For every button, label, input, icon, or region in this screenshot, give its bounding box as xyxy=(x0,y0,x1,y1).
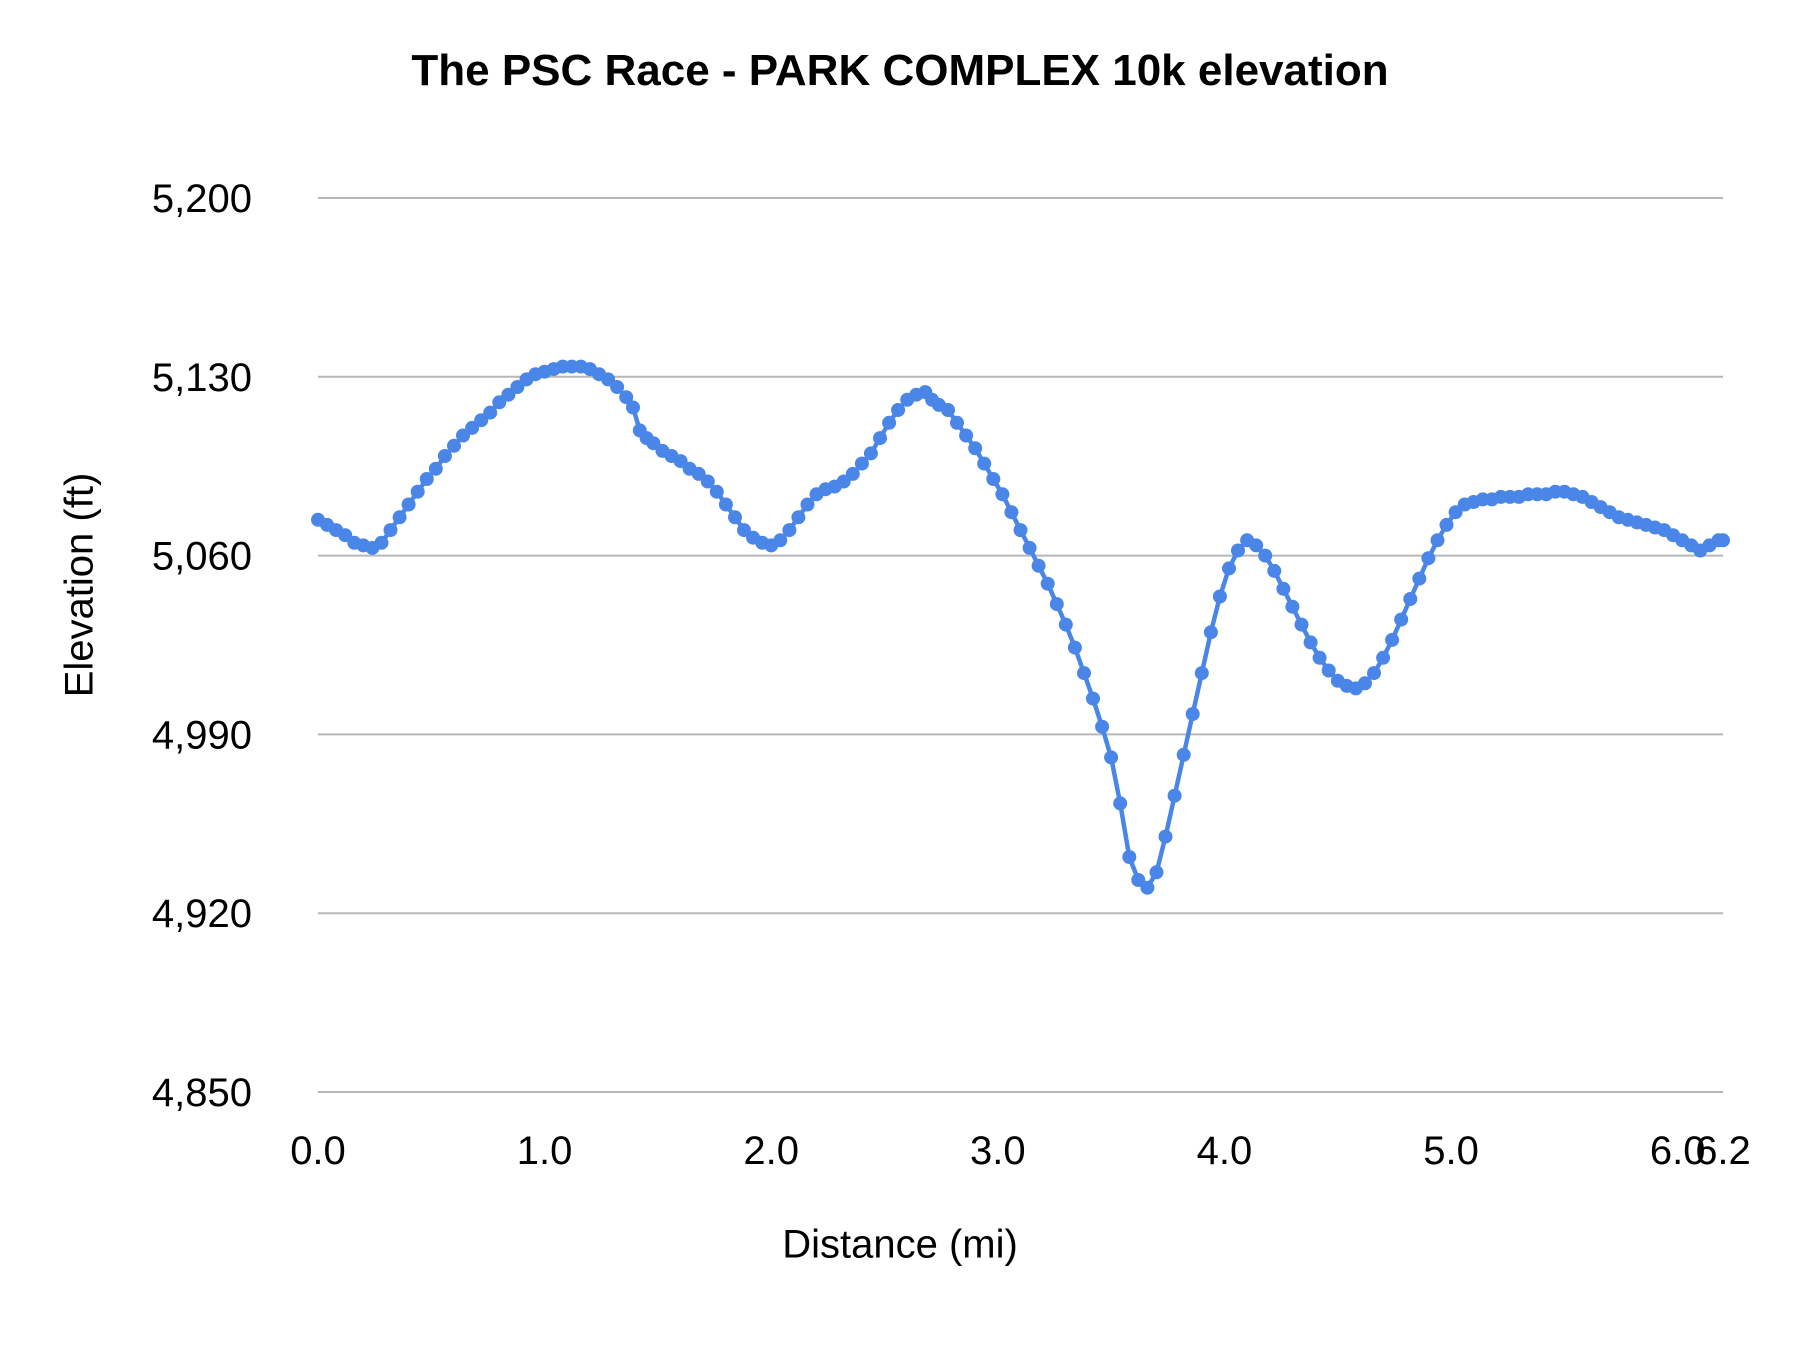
y-tick-label: 4,990 xyxy=(152,713,252,757)
chart-title: The PSC Race - PARK COMPLEX 10k elevatio… xyxy=(411,46,1389,95)
data-point xyxy=(1367,666,1381,681)
data-point xyxy=(1212,589,1227,604)
data-point xyxy=(1203,625,1218,640)
data-point xyxy=(374,535,389,550)
data-point xyxy=(773,533,788,548)
data-point xyxy=(1176,747,1191,762)
data-point xyxy=(1158,829,1173,844)
data-point xyxy=(1004,505,1019,520)
data-point xyxy=(995,487,1010,502)
data-point xyxy=(950,415,964,430)
data-point xyxy=(800,497,815,512)
elevation-line xyxy=(315,364,1726,890)
data-point xyxy=(1439,517,1454,532)
data-point xyxy=(1086,691,1100,706)
data-point xyxy=(1231,543,1245,558)
data-point xyxy=(1022,540,1037,555)
data-point xyxy=(700,474,715,489)
data-point xyxy=(1222,561,1236,576)
data-point xyxy=(383,523,398,538)
data-point xyxy=(410,484,425,499)
data-point xyxy=(419,472,434,486)
data-point xyxy=(1058,617,1073,632)
data-point xyxy=(1394,612,1409,627)
y-tick-label: 5,060 xyxy=(152,535,252,579)
data-point xyxy=(1358,676,1372,691)
data-point xyxy=(437,449,452,463)
data-point xyxy=(1104,750,1119,765)
data-point xyxy=(1716,533,1730,548)
data-point xyxy=(791,510,806,525)
x-tick-label: 3.0 xyxy=(970,1129,1026,1173)
data-point xyxy=(959,428,974,443)
data-point xyxy=(428,461,443,476)
data-point xyxy=(1122,850,1137,864)
data-point xyxy=(782,523,797,538)
data-point xyxy=(1140,880,1155,895)
data-point xyxy=(1149,865,1164,880)
y-tick-label: 4,920 xyxy=(152,892,252,936)
x-axis-title: Distance (mi) xyxy=(782,1222,1018,1267)
data-point xyxy=(1113,796,1128,811)
data-point xyxy=(1095,719,1110,734)
y-tick-label: 4,850 xyxy=(152,1071,252,1115)
data-point xyxy=(873,431,887,446)
data-point xyxy=(1421,551,1436,566)
data-point xyxy=(1077,666,1091,681)
data-point xyxy=(610,380,625,394)
data-point xyxy=(392,510,407,525)
data-point xyxy=(986,472,1001,486)
y-tick-label: 5,130 xyxy=(152,356,252,400)
data-point xyxy=(1049,597,1064,612)
data-point xyxy=(854,456,869,471)
data-point xyxy=(977,456,992,471)
data-point xyxy=(401,497,416,512)
data-point xyxy=(863,446,878,461)
data-point xyxy=(1276,581,1291,596)
data-point xyxy=(891,403,906,417)
data-point xyxy=(626,400,640,415)
data-point xyxy=(1303,635,1318,650)
data-point xyxy=(1267,563,1282,578)
data-point xyxy=(1031,558,1046,573)
data-point xyxy=(483,405,498,420)
data-point xyxy=(1194,666,1209,681)
data-point xyxy=(968,441,983,456)
data-point xyxy=(1185,707,1200,721)
x-tick-label: 6.0 xyxy=(1650,1129,1706,1173)
data-point xyxy=(941,403,955,417)
data-point xyxy=(1312,650,1327,665)
data-point xyxy=(1376,650,1391,665)
data-point xyxy=(728,510,742,525)
data-point xyxy=(1430,533,1445,548)
data-point xyxy=(709,484,724,499)
data-point xyxy=(1013,523,1028,538)
data-point xyxy=(1294,617,1309,632)
x-tick-label: 1.0 xyxy=(517,1129,573,1173)
x-tick-label: 0.0 xyxy=(290,1129,346,1173)
data-point xyxy=(1067,640,1082,655)
x-tick-label: 4.0 xyxy=(1197,1129,1253,1173)
y-tick-label: 5,200 xyxy=(152,177,252,221)
data-point xyxy=(845,466,860,481)
data-point xyxy=(1412,571,1427,586)
data-point xyxy=(1258,548,1273,563)
data-point xyxy=(1403,592,1418,606)
x-tick-label: 5.0 xyxy=(1423,1129,1479,1173)
data-point xyxy=(1040,576,1055,591)
data-point xyxy=(1249,538,1264,553)
data-point xyxy=(1321,663,1336,678)
data-point xyxy=(447,438,461,453)
data-point xyxy=(882,415,897,430)
data-point xyxy=(1167,788,1182,803)
data-point xyxy=(619,390,634,405)
data-point xyxy=(1285,599,1300,614)
data-point xyxy=(1385,632,1400,647)
x-tick-label: 6.2 xyxy=(1695,1129,1751,1173)
x-tick-label: 2.0 xyxy=(743,1129,799,1173)
data-point xyxy=(718,497,733,512)
